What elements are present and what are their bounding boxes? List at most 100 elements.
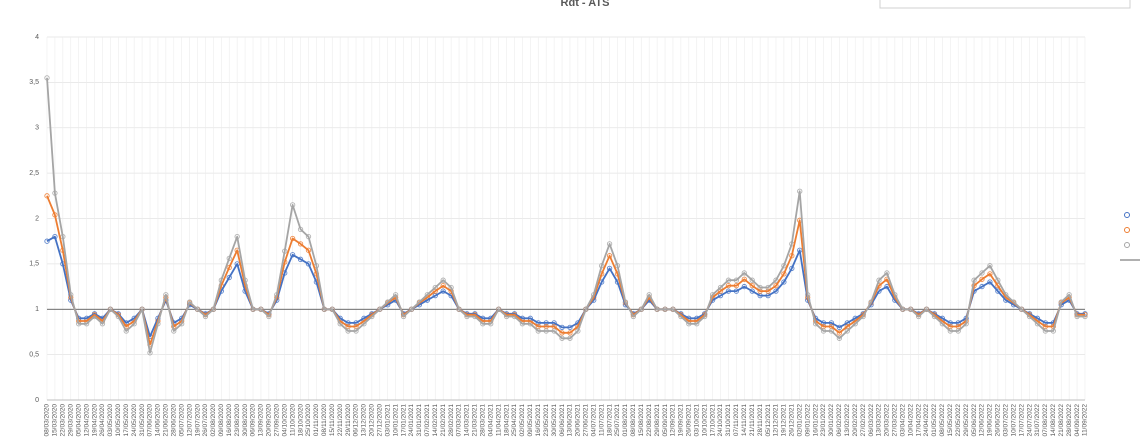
point	[749, 288, 755, 294]
x-tick-label: 19/12/2021	[781, 404, 788, 437]
x-tick-label: 07/03/2021	[456, 404, 463, 437]
x-tick-label: 21/11/2021	[749, 404, 756, 436]
x-tick-label: 22/08/2021	[646, 404, 653, 437]
x-tick-label: 06/02/2022	[836, 404, 843, 437]
x-tick-label: 25/10/2020	[305, 404, 312, 437]
x-tick-label: 26/07/2020	[202, 404, 209, 437]
x-tick-label: 24/10/2021	[717, 404, 724, 437]
x-tick-label: 07/11/2021	[733, 404, 740, 436]
x-tick-label: 31/07/2022	[1034, 404, 1041, 437]
x-tick-label: 29/11/2020	[345, 404, 352, 436]
x-tick-label: 30/08/2020	[242, 404, 249, 437]
point	[297, 256, 304, 262]
x-tick-label: 07/08/2022	[1042, 404, 1049, 437]
point	[995, 277, 1001, 283]
x-tick-label: 10/05/2020	[115, 404, 122, 437]
x-tick-label: 24/01/2021	[408, 404, 415, 437]
x-tick-label: 27/12/2020	[377, 404, 384, 437]
x-tick-label: 27/06/2021	[583, 404, 590, 437]
x-tick-label: 12/04/2020	[83, 404, 90, 437]
point	[749, 283, 755, 289]
x-tick-label: 12/06/2022	[979, 404, 986, 437]
x-tick-label: 03/01/2021	[384, 404, 391, 437]
point	[440, 277, 446, 283]
x-tick-label: 25/04/2021	[511, 404, 518, 437]
header-box	[879, 0, 1131, 9]
x-tick-label: 20/06/2021	[575, 404, 582, 437]
x-tick-label: 24/07/2022	[1026, 404, 1033, 437]
y-tick-label: 3,5	[29, 79, 39, 86]
point	[432, 284, 438, 291]
x-tick-label: 11/07/2021	[598, 404, 605, 436]
x-tick-label: 01/08/2021	[622, 404, 629, 437]
point	[107, 306, 114, 312]
x-tick-label: 14/06/2020	[155, 404, 162, 437]
y-tick-label: 2,5	[29, 170, 39, 177]
x-tick-label: 02/08/2020	[210, 404, 217, 437]
x-tick-label: 03/05/2020	[107, 404, 114, 437]
x-tick-label: 11/04/2021	[495, 404, 502, 436]
x-tick-label: 28/08/2022	[1066, 404, 1073, 437]
x-tick-label: 28/02/2021	[448, 404, 455, 437]
trend-line	[46, 77, 1085, 354]
x-tick-label: 16/01/2022	[812, 404, 819, 437]
point	[923, 306, 930, 312]
point	[226, 274, 232, 281]
point	[773, 288, 779, 294]
x-tick-label: 27/03/2022	[892, 404, 899, 437]
x-tick-label: 17/07/2022	[1018, 404, 1025, 437]
x-tick-label: 20/03/2022	[884, 404, 891, 437]
x-tick-label: 13/03/2022	[876, 404, 883, 437]
legend-marker	[1124, 212, 1130, 218]
x-tick-label: 04/09/2022	[1074, 404, 1081, 437]
point	[987, 271, 993, 277]
x-tick-label: 21/06/2020	[163, 404, 170, 437]
x-tick-label: 28/06/2020	[170, 404, 177, 437]
point	[741, 276, 747, 282]
x-tick-label: 31/10/2021	[725, 404, 732, 437]
point	[836, 330, 843, 336]
x-tick-label: 10/10/2021	[701, 404, 708, 437]
point	[717, 284, 724, 291]
x-tick-label: 17/04/2022	[915, 404, 922, 437]
point	[1018, 306, 1025, 312]
x-tick-label: 21/03/2021	[472, 404, 479, 437]
point	[773, 277, 779, 283]
x-tick-label: 05/06/2022	[971, 404, 978, 437]
x-tick-label: 26/12/2021	[789, 404, 796, 437]
x-tick-label: 04/07/2021	[590, 404, 597, 437]
point	[836, 335, 843, 341]
point	[44, 238, 50, 244]
x-tick-label: 31/01/2021	[416, 404, 423, 437]
x-tick-label: 09/01/2022	[804, 404, 811, 437]
x-tick-label: 16/08/2020	[226, 404, 233, 437]
x-tick-label: 19/06/2022	[987, 404, 994, 437]
x-tick-label: 10/01/2021	[392, 404, 399, 437]
x-tick-label: 31/05/2020	[139, 404, 146, 437]
x-tick-label: 03/04/2022	[899, 404, 906, 437]
x-tick-label: 26/06/2022	[995, 404, 1002, 437]
x-tick-label: 08/05/2022	[939, 404, 946, 437]
x-tick-label: 02/05/2021	[519, 404, 526, 437]
x-tick-label: 20/09/2020	[266, 404, 273, 437]
y-tick-label: 3	[35, 125, 39, 132]
x-tick-label: 05/12/2021	[765, 404, 772, 437]
x-tick-label: 12/12/2021	[773, 404, 780, 437]
x-tick-label: 05/09/2021	[662, 404, 669, 437]
point	[377, 306, 383, 312]
point	[987, 279, 993, 285]
x-tick-label: 27/09/2020	[274, 404, 281, 437]
x-tick-label: 06/06/2021	[559, 404, 566, 437]
legend-marker	[1124, 242, 1130, 248]
x-tick-label: 08/08/2021	[630, 404, 637, 437]
x-tick-label: 11/10/2020	[289, 404, 296, 436]
x-tick-label: 06/09/2020	[250, 404, 257, 437]
x-tick-label: 18/10/2020	[297, 404, 304, 437]
point	[844, 328, 850, 334]
x-tick-label: 11/09/2022	[1082, 404, 1089, 436]
x-tick-label: 09/05/2021	[527, 404, 534, 437]
x-tick-label: 14/03/2021	[464, 404, 471, 437]
x-tick-label: 01/05/2022	[931, 404, 938, 437]
x-tick-label: 15/11/2020	[329, 404, 336, 436]
